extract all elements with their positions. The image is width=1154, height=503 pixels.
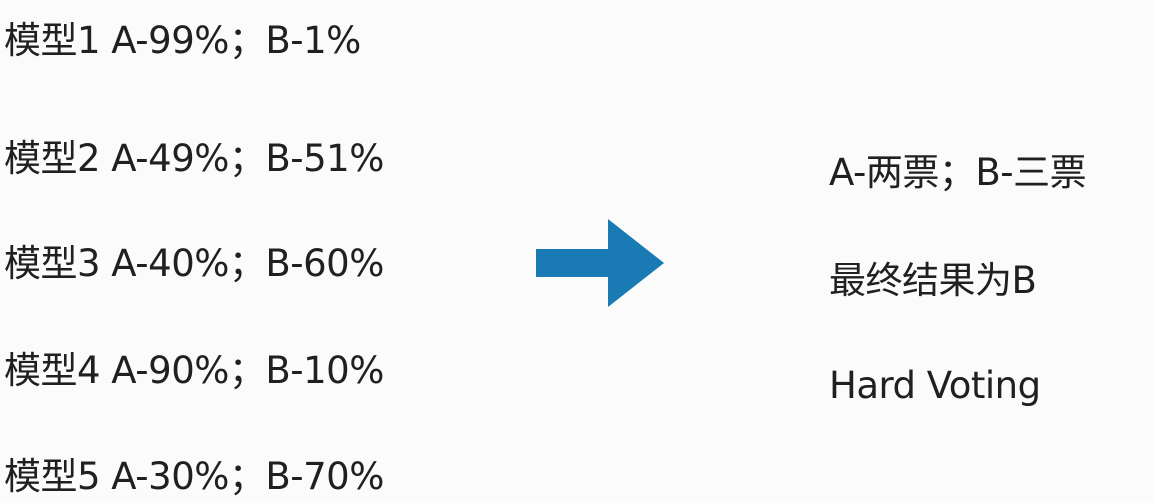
model-4-line: 模型4 A-90%；B-10%	[4, 349, 384, 392]
model-2-line: 模型2 A-49%；B-51%	[4, 137, 384, 180]
final-result-text: 最终结果为B	[829, 259, 1037, 302]
model-1-line: 模型1 A-99%；B-1%	[4, 19, 361, 62]
vote-count-text: A-两票；B-三票	[829, 151, 1087, 194]
model-3-line: 模型3 A-40%；B-60%	[4, 242, 384, 285]
right-arrow-icon	[536, 219, 664, 307]
model-5-line: 模型5 A-30%；B-70%	[4, 455, 384, 498]
voting-method-text: Hard Voting	[829, 364, 1041, 407]
